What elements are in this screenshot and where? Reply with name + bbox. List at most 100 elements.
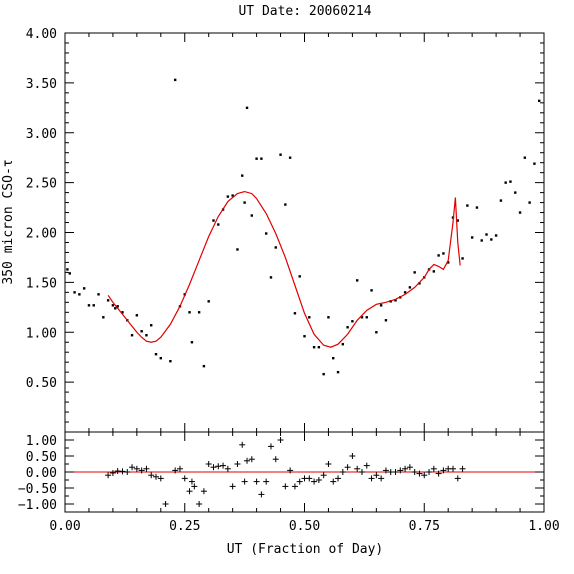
residual-point	[253, 478, 260, 485]
residual-point	[411, 469, 418, 475]
y-tick-label: 3.00	[26, 127, 57, 142]
data-point	[207, 300, 210, 303]
data-point	[447, 261, 450, 264]
residual-point	[153, 473, 160, 480]
residual-point	[143, 465, 150, 472]
data-point	[154, 352, 158, 356]
residual-point	[287, 467, 294, 474]
data-point	[217, 223, 220, 226]
x-tick-labels: 0.00 0.25 0.50 0.75 1.00	[49, 519, 559, 534]
residual-y-tick-labels: −1.00−0.500.000.501.00	[18, 434, 57, 513]
data-point	[269, 276, 273, 279]
data-point	[370, 289, 373, 292]
data-point	[332, 356, 335, 360]
data-point	[150, 324, 153, 327]
main-y-tick-labels: 0.50 1.00 1.50 2.00 2.50 3.00 3.50 4.00	[26, 27, 57, 391]
data-point	[250, 214, 254, 217]
data-point	[528, 201, 531, 204]
data-point	[360, 316, 364, 319]
x-tick-label: 0.00	[49, 519, 80, 534]
data-point	[78, 293, 81, 296]
residual-point	[368, 475, 375, 482]
residual-point	[210, 464, 217, 471]
fit-curve	[107, 190, 461, 348]
data-point	[456, 219, 459, 222]
data-point	[403, 291, 407, 294]
data-point	[135, 314, 139, 317]
data-point	[236, 248, 239, 251]
y-tick-label: 1.50	[26, 276, 57, 291]
residual-point	[416, 470, 423, 477]
data-point	[394, 299, 397, 302]
residual-data-points	[105, 437, 466, 507]
data-point	[255, 157, 258, 160]
residual-point	[382, 467, 389, 474]
main-data-points	[66, 78, 541, 376]
main-axis-ticks	[64, 32, 545, 433]
residual-point	[402, 465, 409, 472]
data-point	[87, 304, 91, 307]
residual-point	[315, 477, 322, 483]
residual-point	[239, 441, 246, 448]
main-plot-panel: 0.50 1.00 1.50 2.00 2.50 3.00 3.50 4.00	[26, 27, 545, 433]
data-point	[245, 106, 249, 110]
y-tick-label: 1.00	[26, 326, 57, 341]
residual-y-tick-label: −0.50	[18, 482, 57, 497]
residual-point	[272, 456, 279, 463]
data-point	[514, 191, 517, 194]
residual-point	[267, 443, 274, 450]
data-point	[284, 203, 287, 206]
data-point	[418, 282, 421, 285]
residual-point	[430, 465, 437, 472]
data-point	[298, 275, 301, 278]
residual-point	[248, 456, 255, 463]
residual-point	[148, 472, 155, 479]
residual-point	[176, 465, 183, 472]
data-point	[379, 304, 383, 307]
data-point	[466, 204, 469, 207]
data-point	[264, 232, 268, 235]
residual-point	[224, 465, 231, 472]
data-point	[432, 270, 436, 273]
data-point	[327, 316, 330, 319]
residual-point	[258, 491, 265, 498]
residual-point	[406, 464, 413, 471]
residual-point	[196, 501, 203, 507]
data-point	[293, 312, 297, 315]
data-point	[145, 334, 148, 337]
residual-point	[435, 470, 442, 477]
data-point	[480, 239, 483, 242]
data-point	[102, 316, 105, 319]
data-point	[336, 370, 340, 374]
data-point	[66, 268, 69, 271]
data-point	[475, 206, 479, 209]
data-point	[470, 236, 474, 239]
data-point	[121, 311, 124, 314]
residual-point	[188, 478, 195, 485]
data-point	[461, 257, 464, 260]
y-tick-label: 0.50	[26, 376, 57, 391]
residual-point	[129, 464, 136, 471]
data-point	[303, 335, 306, 338]
data-point	[274, 246, 277, 249]
residual-point	[229, 483, 236, 490]
residual-point	[320, 472, 327, 479]
residual-point	[459, 465, 466, 472]
residual-point	[440, 467, 447, 474]
data-point	[226, 195, 230, 198]
data-point	[523, 156, 527, 159]
residual-point	[291, 483, 298, 490]
residual-point	[339, 469, 346, 475]
residual-point	[335, 475, 342, 482]
data-point	[355, 279, 359, 282]
residual-point	[234, 461, 241, 467]
residual-point	[172, 467, 179, 474]
data-point	[341, 343, 345, 346]
residual-point	[124, 469, 131, 475]
data-point	[190, 341, 194, 344]
data-point	[241, 174, 244, 177]
data-point	[188, 311, 191, 314]
residual-point	[330, 478, 337, 485]
data-point	[312, 346, 316, 349]
y-tick-label: 2.00	[26, 227, 57, 242]
